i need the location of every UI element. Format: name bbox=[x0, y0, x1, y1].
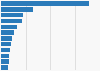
Bar bbox=[1, 30, 14, 35]
Bar bbox=[1, 36, 12, 41]
Bar bbox=[1, 25, 17, 29]
Bar bbox=[1, 13, 23, 17]
Bar bbox=[1, 59, 9, 64]
Bar bbox=[1, 7, 33, 12]
Bar bbox=[1, 65, 8, 70]
Bar bbox=[1, 54, 9, 58]
Bar bbox=[1, 1, 89, 6]
Bar bbox=[1, 19, 22, 23]
Bar bbox=[1, 42, 11, 46]
Bar bbox=[1, 48, 10, 52]
